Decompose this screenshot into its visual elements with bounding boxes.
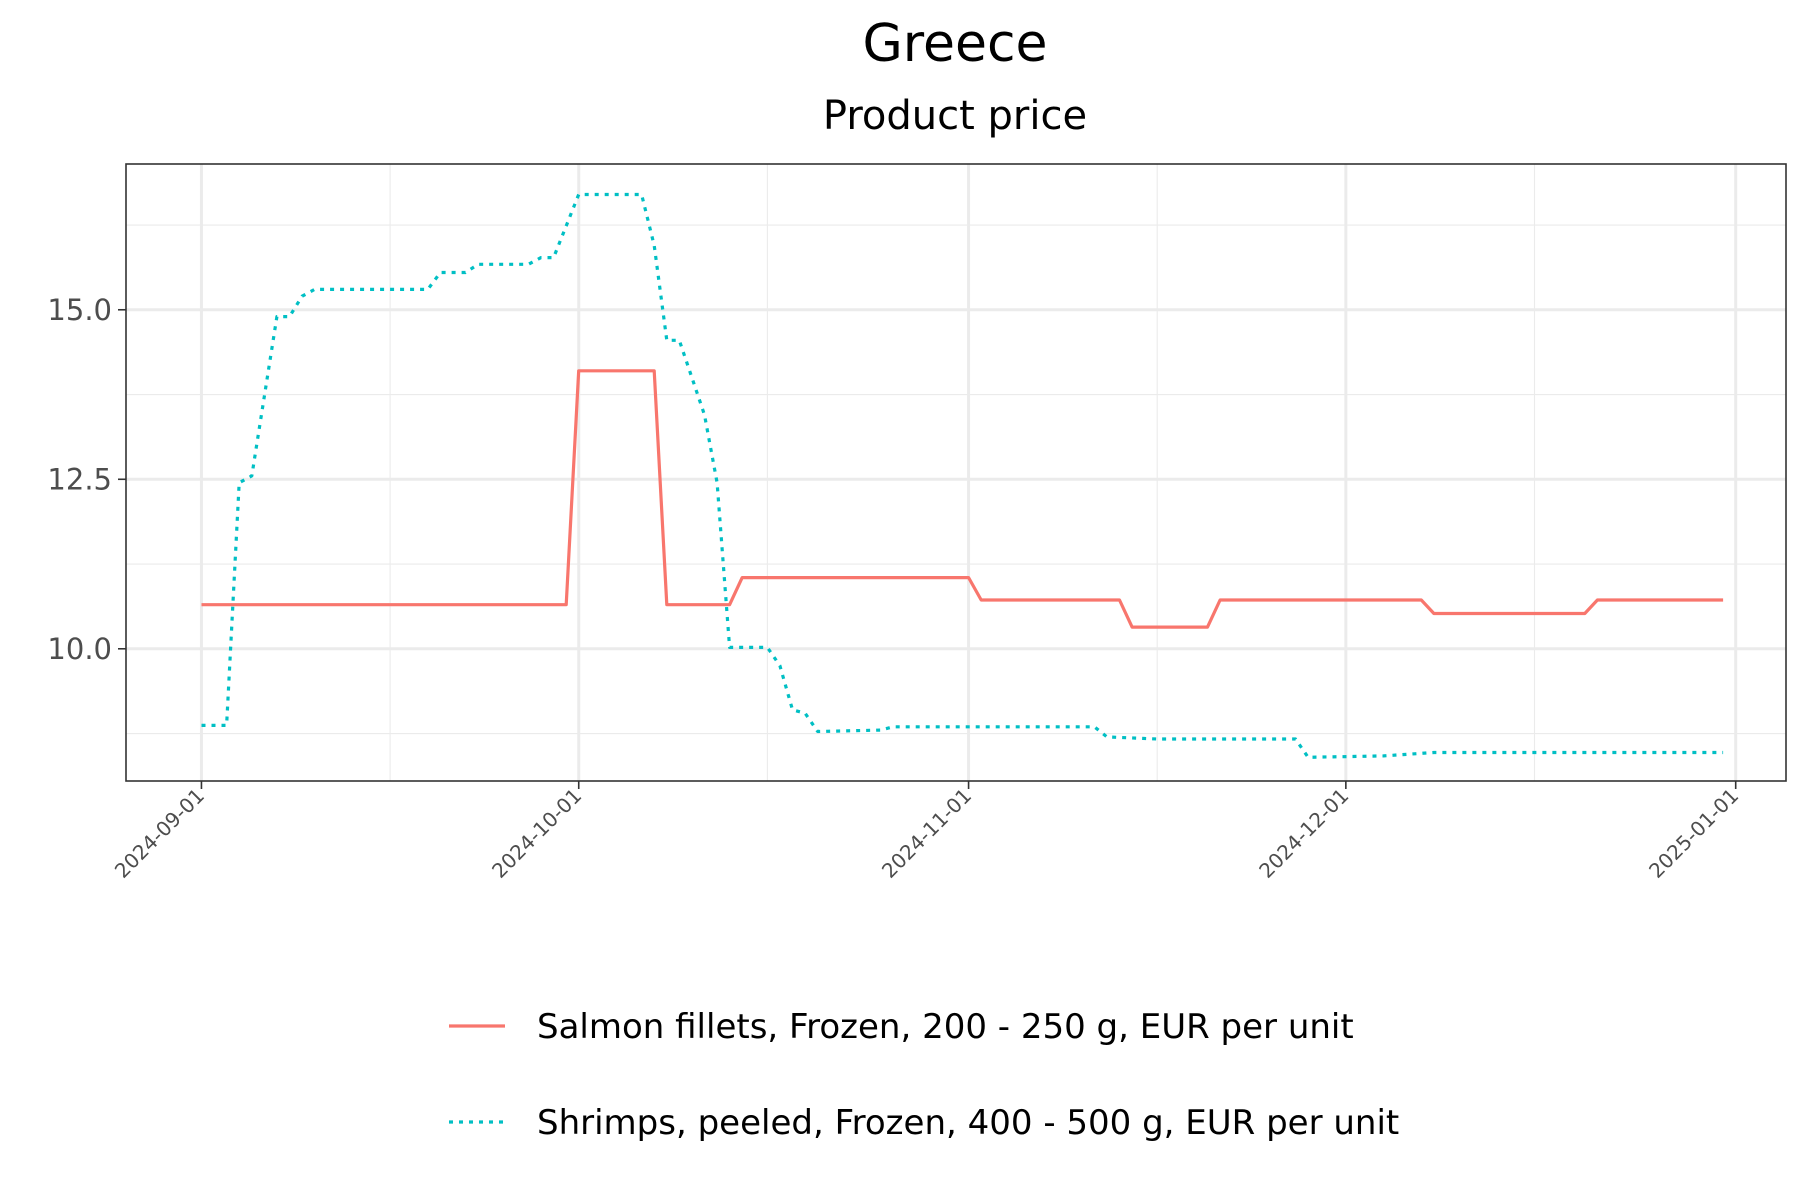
legend-item-salmon: Salmon fillets, Frozen, 200 - 250 g, EUR…: [449, 1007, 1354, 1047]
legend: Salmon fillets, Frozen, 200 - 250 g, EUR…: [449, 1007, 1399, 1143]
legend-label-shrimps: Shrimps, peeled, Frozen, 400 - 500 g, EU…: [537, 1103, 1399, 1143]
x-tick-label-2: 2024-11-01: [877, 784, 976, 883]
y-tick-label-0: 10.0: [47, 632, 112, 666]
x-axis: 2024-09-01 2024-10-01 2024-11-01 2024-12-01…: [110, 781, 1743, 883]
legend-item-shrimps: Shrimps, peeled, Frozen, 400 - 500 g, EU…: [449, 1103, 1399, 1143]
plot-panel: [126, 164, 1786, 781]
plot-border: [125, 163, 1787, 782]
x-tick-label-3: 2024-12-01: [1254, 784, 1353, 883]
x-tick-label-1: 2024-10-01: [487, 784, 586, 883]
chart-title: Greece: [862, 14, 1047, 74]
x-tick-label-4: 2025-01-01: [1644, 784, 1743, 883]
x-tick-label-0: 2024-09-01: [110, 784, 209, 883]
legend-label-salmon: Salmon fillets, Frozen, 200 - 250 g, EUR…: [537, 1007, 1354, 1047]
series-line-1: [201, 192, 1724, 759]
chart-subtitle: Product price: [823, 93, 1087, 139]
y-tick-label-1: 12.5: [47, 462, 112, 496]
y-axis: 10.0 12.5 15.0: [47, 293, 126, 666]
grid: [126, 164, 1786, 781]
y-tick-label-2: 15.0: [47, 293, 112, 327]
series-line-0: [201, 369, 1724, 629]
series-lines: [201, 192, 1724, 759]
